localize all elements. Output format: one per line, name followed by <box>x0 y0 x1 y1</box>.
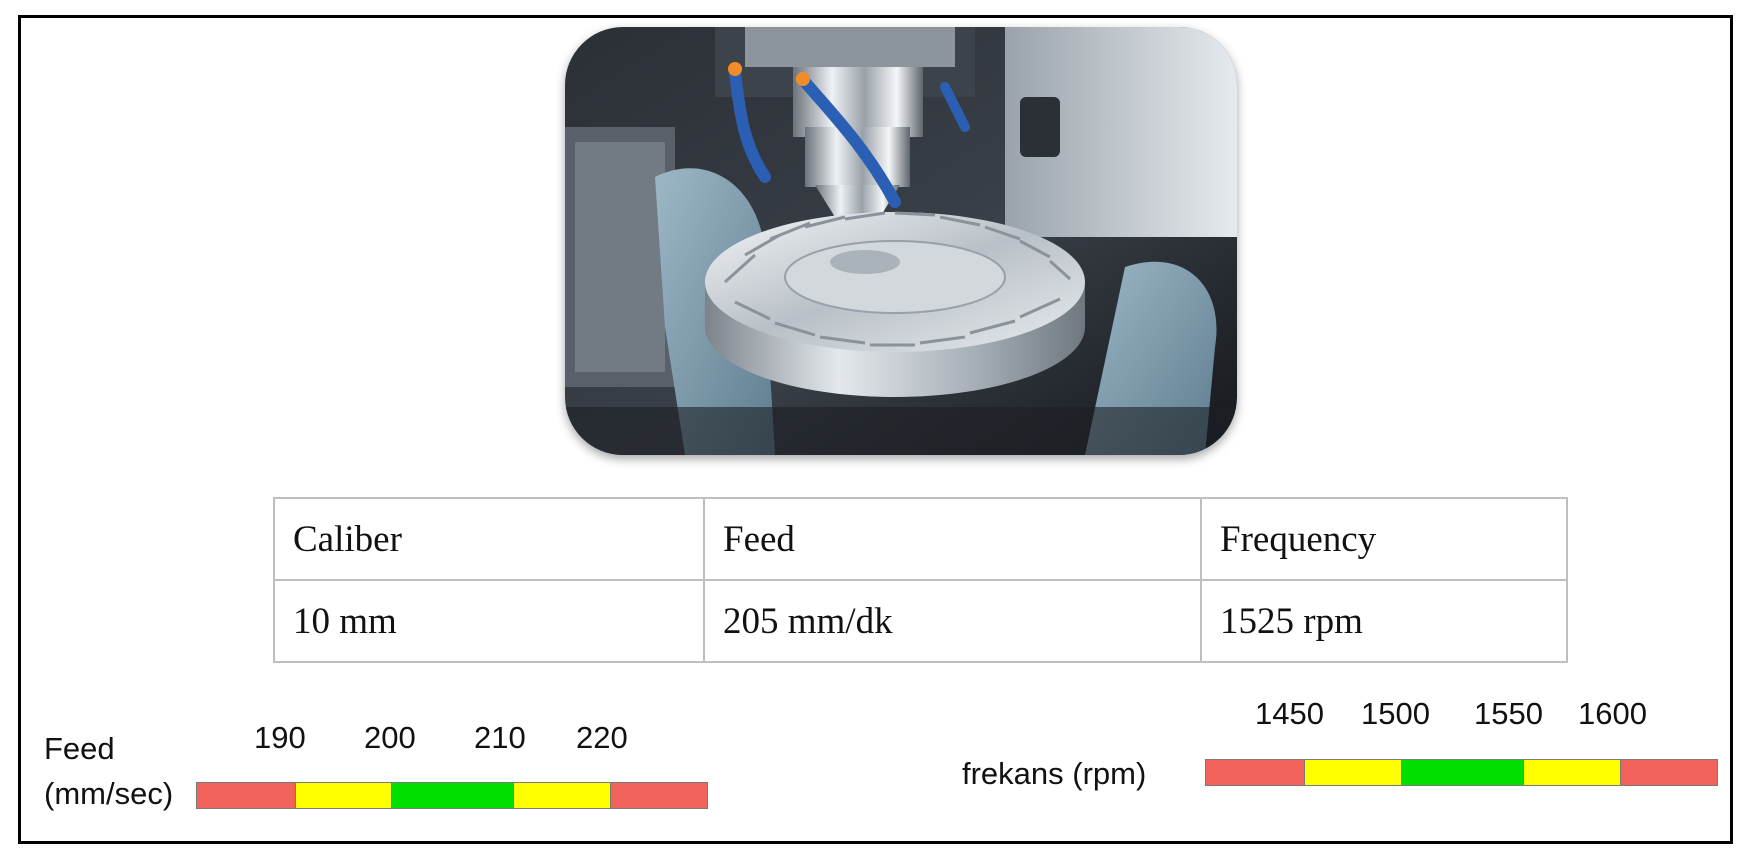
table-header-row: Caliber Feed Frequency <box>273 497 1568 581</box>
freq-zone-green <box>1401 760 1523 785</box>
feed-scale-label-line1: Feed <box>44 731 115 766</box>
cnc-machine-illustration <box>565 27 1237 455</box>
feed-tick-210: 210 <box>474 720 526 755</box>
header-feed: Feed <box>703 497 1202 581</box>
freq-tick-1550: 1550 <box>1474 696 1543 731</box>
feed-tick-190: 190 <box>254 720 306 755</box>
feed-zone-high-red <box>610 783 707 808</box>
feed-zone-high-yellow <box>513 783 610 808</box>
feed-zone-green <box>391 783 513 808</box>
freq-zone-high-yellow <box>1523 760 1620 785</box>
feed-zone-low-yellow <box>295 783 391 808</box>
freq-scale-label: frekans (rpm) <box>962 756 1147 791</box>
value-feed: 205 mm/dk <box>703 579 1202 663</box>
feed-color-scale <box>196 782 708 809</box>
freq-zone-low-yellow <box>1304 760 1401 785</box>
header-frequency: Frequency <box>1200 497 1568 581</box>
freq-tick-1450: 1450 <box>1255 696 1324 731</box>
freq-color-scale <box>1205 759 1718 786</box>
feed-zone-low-red <box>197 783 295 808</box>
freq-zone-low-red <box>1206 760 1304 785</box>
feed-scale-label-line2: (mm/sec) <box>44 776 174 811</box>
header-caliber: Caliber <box>273 497 705 581</box>
cnc-machine-photo <box>565 27 1237 455</box>
freq-tick-1500: 1500 <box>1361 696 1430 731</box>
freq-zone-high-red <box>1620 760 1717 785</box>
feed-tick-200: 200 <box>364 720 416 755</box>
parameters-table: Caliber Feed Frequency 10 mm 205 mm/dk 1… <box>273 497 1568 663</box>
freq-tick-1600: 1600 <box>1578 696 1647 731</box>
value-caliber: 10 mm <box>273 579 705 663</box>
value-frequency: 1525 rpm <box>1200 579 1568 663</box>
table-row: 10 mm 205 mm/dk 1525 rpm <box>273 579 1568 663</box>
feed-tick-220: 220 <box>576 720 628 755</box>
